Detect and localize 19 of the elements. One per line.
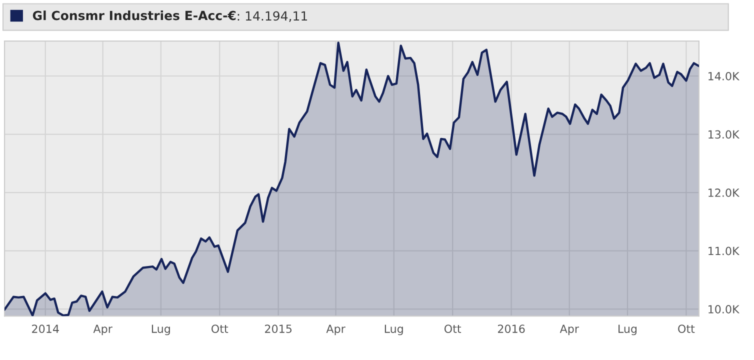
x-tick-label: Apr <box>326 324 346 336</box>
x-tick-label: 2015 <box>265 324 292 334</box>
x-tick-label: Ott <box>678 324 695 334</box>
x-tick-label: Lug <box>152 324 170 336</box>
text: : 14.194,11 <box>238 11 308 22</box>
y-tick-label: 12.0K <box>708 188 740 197</box>
x-tick-label: Lug <box>618 324 637 336</box>
y-tick-label: 10.0K <box>708 305 740 314</box>
x-tick-label: Ott <box>212 324 228 334</box>
x-tick-label: 2016 <box>498 324 525 334</box>
x-tick-label: Apr <box>93 324 112 336</box>
y-tick-label: 13.0K <box>708 130 740 139</box>
y-tick-label: 14.0K <box>708 72 740 80</box>
y-tick-label: 11.0K <box>708 246 740 256</box>
x-tick-label: 2014 <box>32 324 59 334</box>
x-tick-label: Ott <box>444 324 462 334</box>
x-tick-label: Apr <box>560 324 579 336</box>
legend-label: Gl Consmr Industries E-Acc-€ <box>32 10 236 20</box>
x-tick-label: Lug <box>384 324 403 336</box>
